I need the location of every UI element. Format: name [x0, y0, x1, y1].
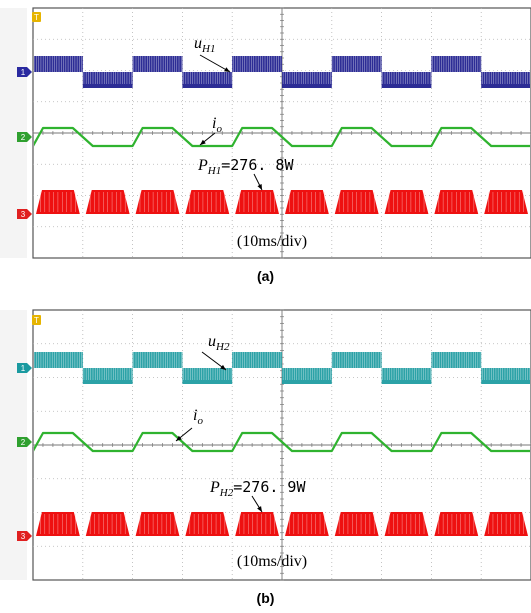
pwm-block	[34, 352, 83, 368]
pwm-block	[331, 352, 382, 368]
trace-u_H1	[34, 56, 530, 88]
pwm-block	[331, 56, 382, 72]
channel-marker-2	[17, 132, 32, 142]
label-arrowhead	[257, 506, 262, 512]
trigger-marker-label: T	[34, 13, 39, 22]
pwm-block	[282, 368, 332, 384]
trace-u_H2	[34, 352, 530, 384]
pwm-block	[132, 352, 183, 368]
channel-marker-label-2: 2	[21, 438, 26, 447]
label-arrowhead	[176, 435, 182, 441]
channel-marker-1	[17, 363, 32, 373]
pwm-block	[182, 72, 233, 88]
pwm-block	[381, 72, 432, 88]
label-u_H2: uH2	[208, 333, 230, 353]
label-arrowhead	[224, 67, 230, 72]
timebase-label: (10ms/div)	[237, 233, 307, 250]
pwm-block	[82, 368, 133, 384]
label-arrowhead	[220, 364, 226, 370]
scope-panel-a: T 1 2 3 uH1 io PH1=276. 8W (10ms/div) (a)	[0, 0, 531, 290]
oscilloscope-plot-a: T 1 2 3 uH1 io PH1=276. 8W (10ms/div)	[0, 7, 531, 259]
trace-i_o	[34, 431, 530, 453]
pwm-block	[232, 352, 282, 368]
channel-marker-3	[17, 209, 32, 219]
channel-marker-2	[17, 437, 32, 447]
pwm-block	[431, 56, 482, 72]
label-arrowhead	[257, 184, 262, 190]
channel-marker-1	[17, 67, 32, 77]
channel-marker-label-1: 1	[21, 68, 26, 77]
pwm-block	[232, 56, 282, 72]
label-i_o: io	[212, 115, 222, 135]
label-arrowhead	[200, 139, 206, 145]
oscilloscope-plot-b: T 1 2 3 uH2 io PH2=276. 9W (10ms/div)	[0, 309, 531, 581]
pwm-block	[381, 368, 432, 384]
trace-area	[34, 56, 530, 214]
label-arrow	[199, 54, 231, 73]
trace-i_o	[34, 126, 530, 148]
trigger-marker	[32, 12, 41, 22]
trace-P_H1	[35, 190, 529, 214]
label-i_o: io	[193, 407, 203, 427]
panel-caption-a: (a)	[256, 268, 275, 284]
pwm-block	[182, 368, 233, 384]
pwm-block	[481, 368, 530, 384]
trace-P_H2	[35, 512, 529, 536]
trace-area	[34, 352, 530, 536]
label-P_H2: PH2=276. 9W	[209, 478, 306, 499]
panel-caption-b: (b)	[256, 590, 275, 606]
pwm-block	[34, 56, 83, 72]
pwm-block	[282, 72, 332, 88]
channel-marker-label-3: 3	[21, 532, 26, 541]
pwm-block	[481, 72, 530, 88]
trigger-marker-label: T	[34, 316, 39, 325]
channel-marker-label-3: 3	[21, 210, 26, 219]
label-P_H1: PH1=276. 8W	[197, 156, 294, 177]
label-u_H1: uH1	[194, 35, 215, 55]
pwm-block	[82, 72, 133, 88]
pwm-block	[431, 352, 482, 368]
timebase-label: (10ms/div)	[237, 553, 307, 570]
channel-marker-label-1: 1	[21, 364, 26, 373]
scope-panel-b: T 1 2 3 uH2 io PH2=276. 9W (10ms/div) (b)	[0, 290, 531, 613]
pwm-block	[132, 56, 183, 72]
trigger-marker	[32, 315, 41, 325]
channel-marker-label-2: 2	[21, 133, 26, 142]
channel-marker-3	[17, 531, 32, 541]
